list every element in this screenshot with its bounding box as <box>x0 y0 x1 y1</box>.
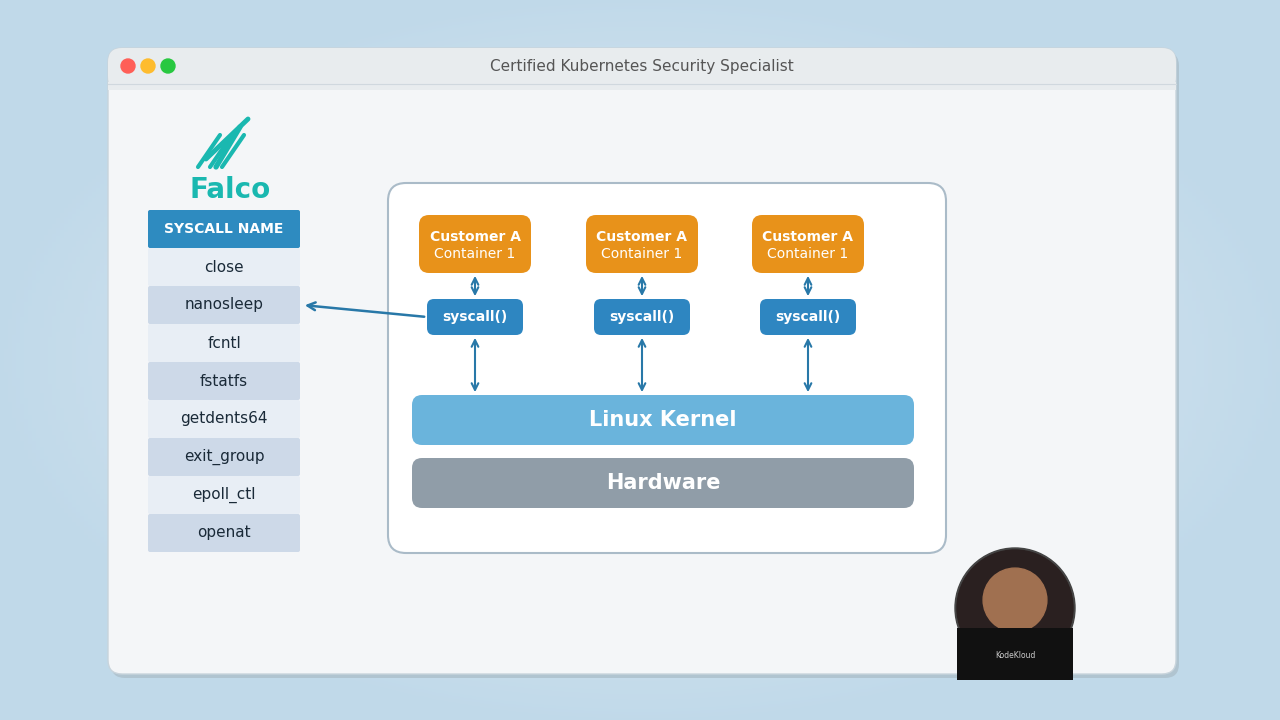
Circle shape <box>957 550 1073 666</box>
Text: Customer A: Customer A <box>763 230 854 244</box>
Text: fcntl: fcntl <box>207 336 241 351</box>
FancyBboxPatch shape <box>148 362 300 400</box>
Text: Container 1: Container 1 <box>602 248 682 261</box>
Text: nanosleep: nanosleep <box>184 297 264 312</box>
Text: Falco: Falco <box>189 176 270 204</box>
Text: Container 1: Container 1 <box>768 248 849 261</box>
FancyBboxPatch shape <box>148 324 300 362</box>
Text: Container 1: Container 1 <box>434 248 516 261</box>
FancyBboxPatch shape <box>428 299 524 335</box>
FancyBboxPatch shape <box>108 48 1176 674</box>
FancyBboxPatch shape <box>760 299 856 335</box>
Text: Hardware: Hardware <box>605 473 721 493</box>
Text: Customer A: Customer A <box>430 230 521 244</box>
Text: syscall(): syscall() <box>776 310 841 324</box>
FancyBboxPatch shape <box>586 215 698 273</box>
Text: getdents64: getdents64 <box>180 412 268 426</box>
FancyBboxPatch shape <box>148 476 300 514</box>
FancyBboxPatch shape <box>111 52 1179 678</box>
FancyBboxPatch shape <box>412 458 914 508</box>
FancyBboxPatch shape <box>148 400 300 438</box>
FancyBboxPatch shape <box>108 48 1176 90</box>
FancyBboxPatch shape <box>412 395 914 445</box>
FancyBboxPatch shape <box>388 183 946 553</box>
Text: syscall(): syscall() <box>443 310 508 324</box>
Text: Customer A: Customer A <box>596 230 687 244</box>
Text: SYSCALL NAME: SYSCALL NAME <box>164 222 284 236</box>
FancyBboxPatch shape <box>148 438 300 476</box>
Text: epoll_ctl: epoll_ctl <box>192 487 256 503</box>
FancyBboxPatch shape <box>957 628 1073 680</box>
Text: openat: openat <box>197 526 251 541</box>
FancyBboxPatch shape <box>753 215 864 273</box>
FancyBboxPatch shape <box>148 286 300 324</box>
Circle shape <box>983 568 1047 632</box>
FancyBboxPatch shape <box>419 215 531 273</box>
Text: KodeKloud: KodeKloud <box>995 652 1036 660</box>
FancyBboxPatch shape <box>148 248 300 286</box>
Text: close: close <box>205 259 243 274</box>
FancyBboxPatch shape <box>148 514 300 552</box>
Circle shape <box>122 59 134 73</box>
Circle shape <box>161 59 175 73</box>
Circle shape <box>141 59 155 73</box>
Text: fstatfs: fstatfs <box>200 374 248 389</box>
FancyBboxPatch shape <box>108 82 1176 90</box>
Text: Certified Kubernetes Security Specialist: Certified Kubernetes Security Specialist <box>490 58 794 73</box>
FancyBboxPatch shape <box>594 299 690 335</box>
Circle shape <box>955 548 1075 668</box>
Text: syscall(): syscall() <box>609 310 675 324</box>
Text: Linux Kernel: Linux Kernel <box>589 410 737 430</box>
FancyBboxPatch shape <box>148 210 300 248</box>
Text: exit_group: exit_group <box>184 449 264 465</box>
